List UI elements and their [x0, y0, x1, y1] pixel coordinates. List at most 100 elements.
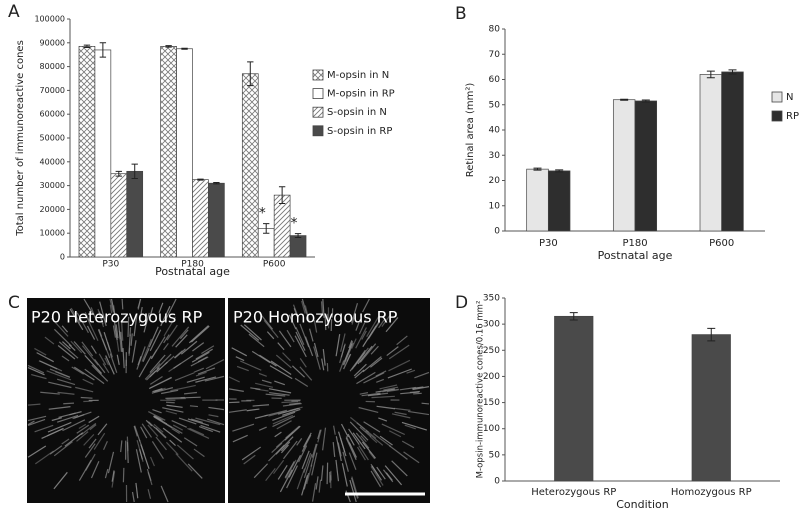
texture — [186, 376, 205, 383]
texture — [269, 392, 290, 396]
error-bar — [83, 44, 91, 49]
x-tick-label: P30 — [539, 238, 558, 249]
texture — [344, 343, 353, 362]
texture — [120, 331, 123, 353]
texture — [360, 435, 367, 443]
x-tick-label: Homozygous RP — [671, 487, 752, 498]
texture — [384, 465, 403, 486]
texture — [343, 342, 354, 366]
texture — [252, 404, 270, 407]
texture — [347, 433, 355, 446]
texture — [263, 320, 279, 338]
texture — [274, 431, 282, 438]
texture — [352, 432, 366, 450]
legend-label: M-opsin in RP — [327, 89, 395, 100]
texture — [49, 368, 71, 378]
bar — [547, 170, 571, 232]
texture — [104, 357, 110, 366]
texture — [131, 340, 137, 363]
texture — [208, 406, 225, 411]
texture — [356, 422, 366, 430]
texture — [318, 479, 322, 493]
texture — [90, 461, 100, 479]
texture — [83, 433, 95, 446]
texture — [141, 423, 152, 438]
texture — [58, 341, 79, 359]
texture — [166, 324, 178, 341]
texture — [301, 450, 310, 470]
texture — [387, 368, 412, 379]
texture — [163, 316, 176, 337]
texture — [294, 335, 307, 358]
texture — [251, 350, 271, 364]
texture — [362, 441, 376, 459]
texture — [275, 436, 294, 455]
texture — [90, 307, 96, 318]
texture — [171, 326, 190, 347]
texture — [162, 427, 183, 443]
y-tick-label: 50 — [489, 100, 501, 110]
bar — [208, 182, 225, 258]
texture — [235, 356, 245, 362]
texture — [144, 363, 161, 380]
y-tick-label: 0 — [494, 477, 500, 487]
error-bar — [533, 167, 542, 171]
texture — [152, 408, 162, 414]
texture — [205, 359, 225, 370]
x-tick-label: Heterozygous RP — [531, 487, 616, 498]
texture — [270, 360, 292, 376]
texture — [297, 445, 308, 463]
texture — [366, 316, 380, 337]
texture — [151, 441, 164, 460]
bar — [273, 194, 291, 258]
texture — [155, 427, 167, 438]
texture — [342, 451, 349, 472]
texture — [281, 401, 299, 404]
error-bar — [213, 182, 220, 185]
texture — [250, 387, 261, 390]
texture — [356, 371, 376, 385]
texture — [175, 453, 193, 472]
texture — [34, 424, 54, 433]
texture — [258, 311, 274, 330]
texture — [362, 298, 370, 313]
x-tick-label: P600 — [709, 238, 734, 249]
y-tick-label: 0 — [494, 227, 500, 237]
texture — [27, 415, 47, 422]
error-bar — [165, 45, 172, 48]
y-tick-label: 40000 — [40, 157, 65, 166]
texture — [63, 402, 75, 405]
texture — [39, 360, 63, 372]
texture — [370, 470, 382, 488]
texture — [246, 408, 260, 412]
texture — [340, 333, 346, 352]
texture — [408, 410, 430, 416]
texture — [122, 348, 125, 369]
y-tick-label: 80 — [489, 25, 501, 35]
texture — [389, 430, 402, 438]
texture — [40, 391, 60, 395]
texture — [313, 346, 321, 370]
y-tick-label: 60000 — [40, 110, 65, 119]
texture — [378, 417, 388, 422]
texture — [201, 345, 215, 354]
texture — [149, 375, 163, 385]
texture — [241, 446, 262, 461]
texture — [93, 432, 106, 450]
texture — [294, 377, 309, 388]
texture — [306, 464, 313, 485]
texture — [179, 329, 189, 340]
texture — [354, 369, 365, 379]
texture — [53, 441, 73, 457]
error-bar — [131, 163, 138, 179]
texture — [62, 419, 86, 432]
texture — [53, 471, 68, 490]
texture — [301, 434, 312, 452]
texture — [27, 364, 45, 374]
texture — [198, 425, 213, 433]
texture — [394, 411, 407, 416]
texture — [27, 418, 46, 427]
texture — [359, 343, 377, 363]
texture — [296, 438, 303, 446]
texture — [149, 329, 162, 352]
